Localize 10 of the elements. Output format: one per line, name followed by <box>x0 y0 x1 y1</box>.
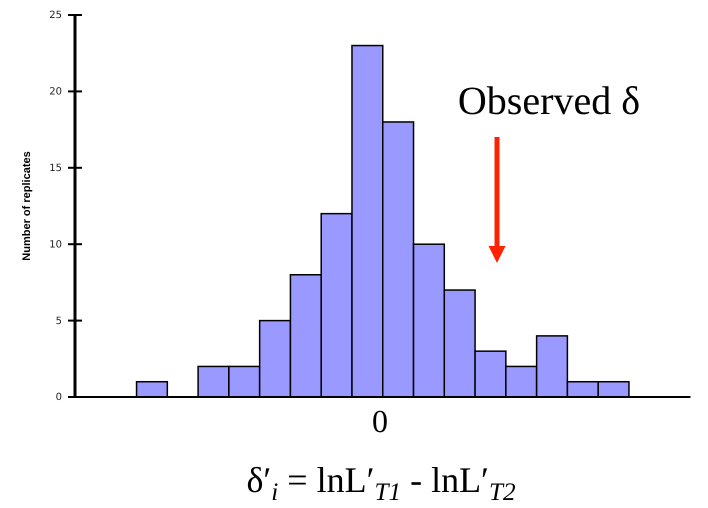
annotation: Observed δ <box>458 78 640 123</box>
y-tick-label: 15 <box>49 163 62 174</box>
text: 0 <box>372 403 388 439</box>
y-tick-label: 10 <box>49 239 62 250</box>
x-axis-title: δ′$_{i}$ = lnL′$_{T1}$ - lnL′$_{T2}$ <box>246 460 516 506</box>
y-tick-label: 0 <box>56 392 62 404</box>
y-axis-title: Number of replicates <box>21 151 33 261</box>
y-tick-label: 20 <box>49 86 62 98</box>
y-tick-label: 5 <box>56 316 62 327</box>
y-tick-label: 25 <box>49 10 62 22</box>
